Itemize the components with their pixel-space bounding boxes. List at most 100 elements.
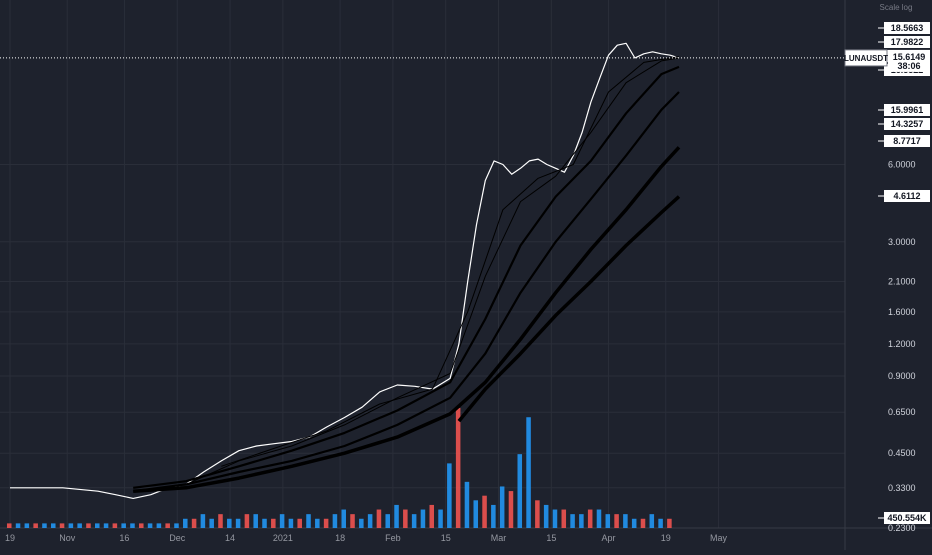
y-tick-label: 1.6000 [888, 307, 916, 317]
volume-bar [341, 509, 346, 528]
price-marker-label: 450.554K [887, 513, 927, 523]
volume-bar [579, 514, 584, 528]
volume-bar [271, 518, 276, 528]
volume-bar [614, 514, 619, 528]
volume-bar [121, 523, 126, 528]
volume-bar [15, 523, 21, 528]
volume-bar [464, 481, 470, 528]
x-tick-label: Dec [169, 533, 186, 543]
x-axis-ticks: 19 Nov 16 Dec 14 2021 18 Feb 15 Mar 15 Apr 19 May [5, 533, 728, 543]
volume-bar [429, 504, 435, 528]
volume-bar [508, 491, 514, 528]
volume-bar [262, 518, 267, 528]
volume-bar [640, 518, 646, 528]
volume-bar [95, 523, 100, 528]
x-tick-label: 19 [661, 533, 671, 543]
volume-bar [332, 514, 338, 528]
price-marker-label: 15.9961 [891, 105, 924, 115]
x-tick-label: 15 [441, 533, 451, 543]
x-tick-label: Mar [491, 533, 507, 543]
x-tick-label: 18 [335, 533, 345, 543]
price-marker-bg [884, 36, 930, 48]
volume-bar [112, 523, 118, 528]
y-tick-label: 0.6500 [888, 407, 916, 417]
countdown-label: 38:06 [897, 61, 920, 71]
volume-bar [499, 486, 505, 528]
volume-bar [631, 518, 637, 528]
series-line-6 [457, 195, 681, 423]
volume-bar [165, 523, 170, 528]
price-marker: 450.554K [878, 512, 930, 524]
y-tick-label: 0.3300 [888, 483, 916, 493]
volume-bar [33, 523, 38, 528]
series-line-1 [221, 56, 680, 467]
volume-bar [605, 514, 611, 528]
price-marker-label: 8.7717 [893, 136, 921, 146]
x-tick-label: 19 [5, 533, 15, 543]
price-marker-bg [884, 135, 930, 147]
volume-bar [218, 514, 223, 528]
volume-bar [385, 514, 390, 528]
volume-bar [570, 514, 575, 528]
volume-bar [77, 523, 82, 528]
volume-bar [183, 518, 188, 528]
volume-bar [156, 523, 162, 528]
price-marker: 8.7717 [878, 135, 930, 147]
volume-bar [535, 500, 540, 528]
volume-bar [235, 518, 241, 528]
volume-bar [50, 523, 56, 528]
price-marker-label: 4.6112 [893, 191, 920, 201]
volume-bar [103, 523, 109, 528]
volume-bar [139, 523, 144, 528]
volume-bar [587, 509, 593, 528]
x-tick-label: 15 [546, 533, 556, 543]
volume-bar [6, 523, 12, 528]
price-marker-bg [884, 190, 930, 202]
symbol-badge: LUNAUSDT [844, 49, 888, 67]
volume-bar [411, 514, 417, 528]
last-price-badge-bg [888, 49, 930, 72]
volume-bar [86, 523, 91, 528]
volume-bar [667, 518, 672, 528]
volume-bar [482, 495, 487, 528]
y-tick-label: 6.0000 [888, 160, 916, 170]
volume-bar [658, 518, 663, 528]
x-tick-label: 14 [225, 533, 235, 543]
x-tick-label: Feb [385, 533, 401, 543]
symbol-label: LUNAUSDT [844, 54, 888, 63]
volume-bar [359, 518, 364, 528]
volume-bar [367, 514, 373, 528]
price-marker-label: 14.3257 [891, 119, 924, 129]
volume-bar [517, 454, 523, 528]
price-marker-bg [884, 512, 930, 524]
volume-bar [526, 417, 531, 528]
volume-bar [455, 408, 461, 528]
volume-bar [649, 514, 655, 528]
series-line-0 [10, 42, 680, 499]
series-lines [0, 42, 845, 499]
volume-bar [297, 518, 302, 528]
x-tick-label: May [710, 533, 728, 543]
volume-bar [253, 514, 258, 528]
price-marker-bg [884, 22, 930, 34]
volume-bar [147, 523, 153, 528]
volume-bar [68, 523, 74, 528]
volume-bar [315, 518, 320, 528]
price-markers: 18.566317.982217.281416.332215.996114.32… [844, 22, 930, 524]
volume-bar [244, 514, 250, 528]
volume-bar [59, 523, 65, 528]
volume-bar [42, 523, 47, 528]
volume-bar [561, 509, 567, 528]
price-marker: 4.6112 [878, 190, 930, 202]
y-axis-ticks: 6.0000 3.0000 2.1000 1.6000 1.2000 0.9000 0.65… [888, 160, 916, 533]
symbol-badge-bg [844, 49, 888, 67]
volume-bar [288, 518, 294, 528]
volume-bar [403, 509, 408, 528]
volume-bar [350, 514, 355, 528]
price-marker: 14.3257 [878, 118, 930, 130]
